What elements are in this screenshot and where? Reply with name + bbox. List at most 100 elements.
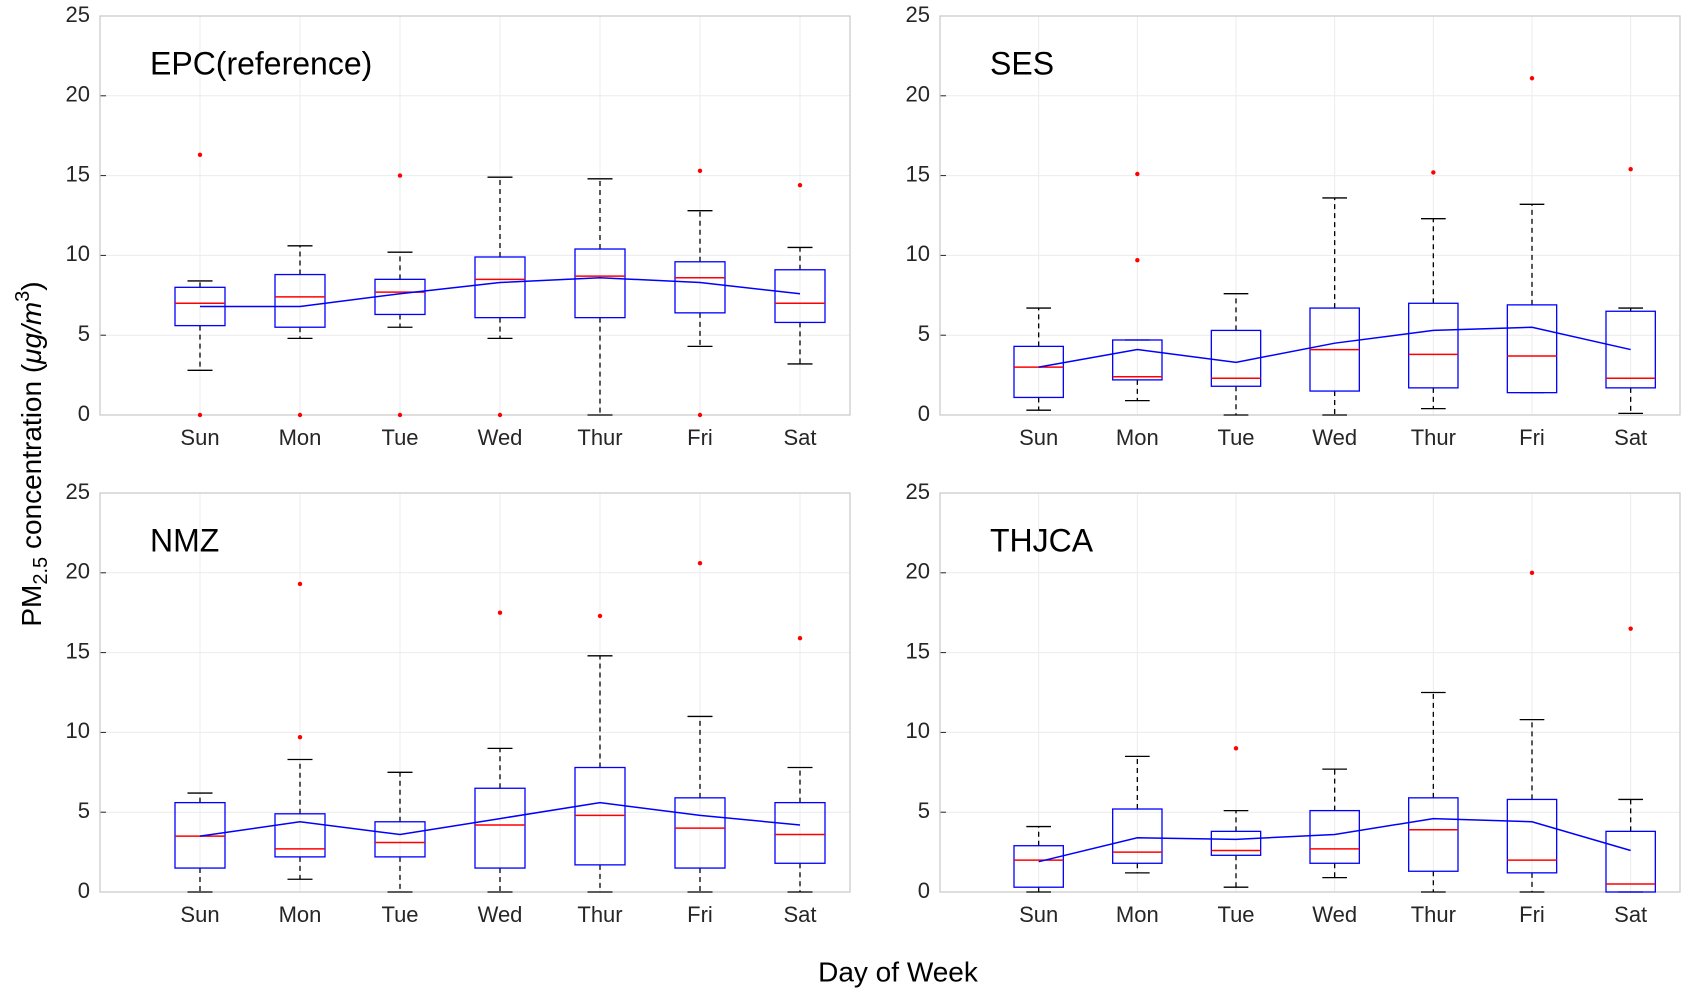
outlier <box>197 412 203 418</box>
box <box>374 821 426 858</box>
outlier <box>1529 570 1535 575</box>
y-tick-label: 10 <box>66 718 90 743</box>
y-label-sub: 2.5 <box>30 557 52 585</box>
outlier <box>297 734 303 740</box>
box <box>674 261 726 314</box>
panel-title: EPC(reference) <box>150 45 372 81</box>
mean-line <box>199 801 801 837</box>
outlier <box>797 636 803 641</box>
x-tick-label: Fri <box>1519 425 1545 450</box>
x-tick-label: Wed <box>478 902 523 927</box>
y-tick-label: 0 <box>78 878 90 903</box>
outlier <box>1135 171 1140 177</box>
x-tick-label: Wed <box>1312 425 1357 450</box>
y-label-sup: 3 <box>12 291 34 302</box>
x-tick-label: Mon <box>1116 902 1159 927</box>
y-tick-label: 20 <box>66 82 90 107</box>
x-tick-label: Sat <box>783 902 816 927</box>
panel-title: NMZ <box>150 522 219 558</box>
x-tick-label: Sun <box>1019 902 1058 927</box>
y-tick-label: 20 <box>906 559 930 584</box>
y-tick-label: 5 <box>78 798 90 823</box>
box <box>1408 797 1459 872</box>
panel-title: THJCA <box>990 522 1094 558</box>
box <box>1112 808 1163 864</box>
x-tick-label: Thur <box>1411 425 1456 450</box>
outlier <box>697 412 703 418</box>
y-label-part: PM <box>16 585 47 627</box>
y-tick-label: 25 <box>906 479 930 504</box>
plot-frame <box>99 492 851 893</box>
y-tick-label: 10 <box>906 241 930 266</box>
box <box>1210 329 1262 387</box>
outlier <box>697 561 703 566</box>
box <box>274 273 326 328</box>
outlier <box>397 173 403 178</box>
y-tick-label: 10 <box>906 718 930 743</box>
y-tick-label: 15 <box>66 638 90 663</box>
y-tick-label: 10 <box>66 241 90 266</box>
y-tick-label: 5 <box>918 798 930 823</box>
x-tick-label: Tue <box>1217 425 1254 450</box>
y-tick-label: 5 <box>918 321 930 346</box>
outlier <box>697 168 703 174</box>
box <box>1112 339 1163 381</box>
mean-line <box>1038 817 1631 863</box>
y-label-part: ) <box>16 281 47 290</box>
box <box>1506 798 1558 874</box>
outlier <box>1628 167 1633 172</box>
outlier <box>1529 76 1535 81</box>
outlier <box>297 412 303 418</box>
x-tick-label: Sat <box>1614 425 1647 450</box>
y-axis-label: PM2.5 concentration (μg/m3) <box>12 281 52 626</box>
box <box>1605 830 1656 893</box>
x-tick-label: Wed <box>478 425 523 450</box>
outlier <box>1233 746 1239 751</box>
x-axis-label: Day of Week <box>818 956 979 987</box>
x-tick-label: Mon <box>1116 425 1159 450</box>
box <box>1013 345 1064 399</box>
plot-frame <box>939 492 1681 893</box>
outlier <box>597 613 603 619</box>
x-tick-label: Fri <box>687 425 713 450</box>
outlier <box>197 152 203 158</box>
x-tick-label: Sun <box>180 425 219 450</box>
box <box>574 766 626 866</box>
box <box>674 797 726 869</box>
y-tick-label: 0 <box>918 401 930 426</box>
x-tick-label: Sat <box>783 425 816 450</box>
plot-frame <box>99 15 851 416</box>
outlier <box>397 412 403 418</box>
y-tick-label: 5 <box>78 321 90 346</box>
box <box>574 248 626 319</box>
y-tick-label: 25 <box>66 2 90 27</box>
x-tick-label: Sat <box>1614 902 1647 927</box>
outlier <box>497 610 503 615</box>
y-tick-label: 25 <box>906 2 930 27</box>
x-tick-label: Fri <box>687 902 713 927</box>
box <box>1210 830 1262 856</box>
x-tick-label: Wed <box>1312 902 1357 927</box>
box <box>1506 304 1558 394</box>
box <box>1605 310 1656 389</box>
panel-title: SES <box>990 45 1054 81</box>
y-tick-label: 25 <box>66 479 90 504</box>
outlier <box>1628 626 1633 631</box>
y-label-part: concentration ( <box>16 363 47 557</box>
box <box>774 801 826 864</box>
box <box>1013 845 1064 888</box>
outlier <box>797 182 803 188</box>
y-tick-label: 15 <box>906 161 930 186</box>
x-tick-label: Tue <box>381 425 418 450</box>
y-tick-label: 0 <box>78 401 90 426</box>
y-label-part: μg/m <box>16 302 47 365</box>
box <box>474 787 526 869</box>
x-tick-label: Mon <box>279 425 322 450</box>
x-tick-label: Thur <box>1411 902 1456 927</box>
box <box>774 269 826 324</box>
x-tick-label: Tue <box>1217 902 1254 927</box>
outlier <box>1135 257 1140 263</box>
box <box>174 801 226 869</box>
y-tick-label: 15 <box>66 161 90 186</box>
x-tick-label: Sun <box>1019 425 1058 450</box>
